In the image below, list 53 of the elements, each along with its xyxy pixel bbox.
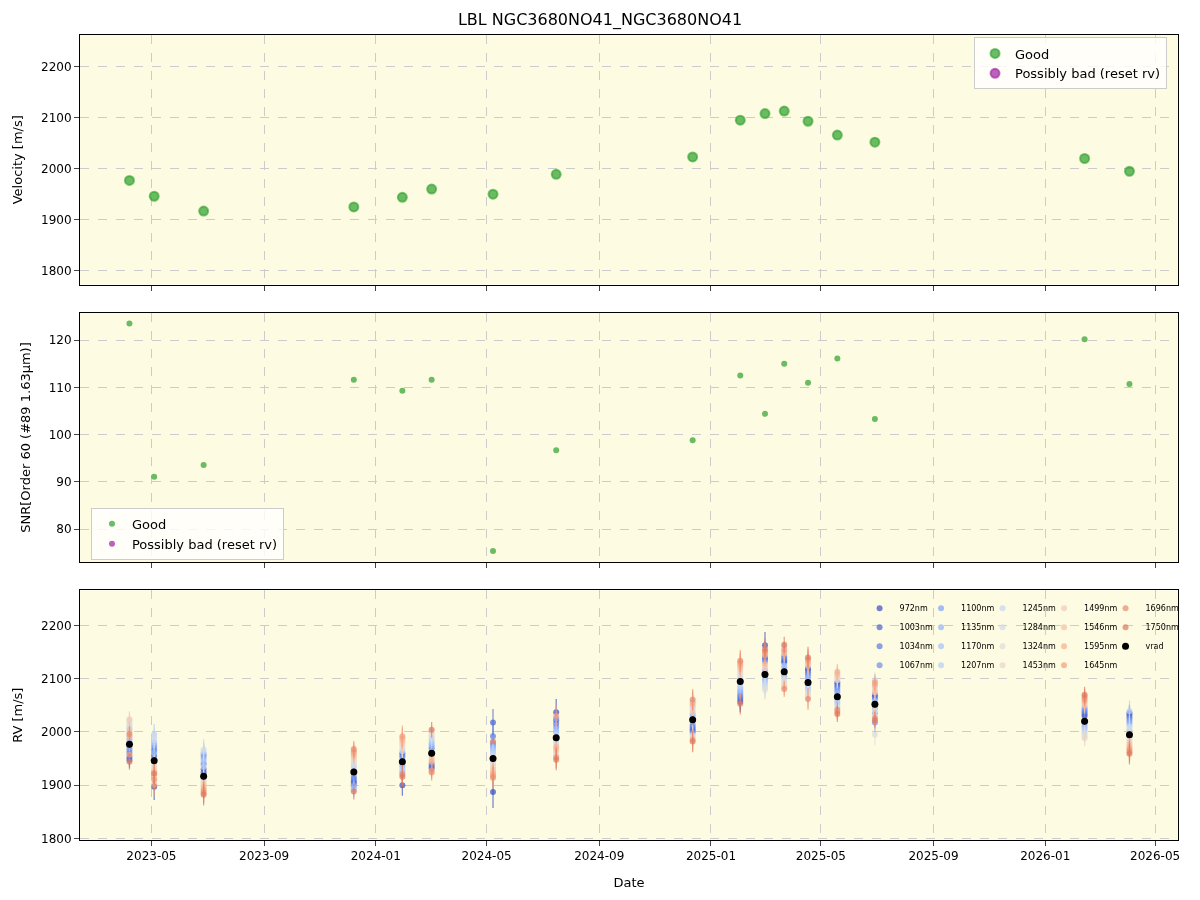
legend-label: 1245nm	[1022, 604, 1056, 614]
legend-label: Possibly bad (reset rv)	[1015, 66, 1161, 82]
x-tick-label: 2023-05	[126, 849, 177, 864]
y-tick-label: 1800	[41, 263, 72, 278]
y-tick-label: 2100	[41, 110, 72, 125]
y-tick-label: 2200	[41, 618, 72, 633]
y-tick-label: 90	[56, 475, 72, 490]
x-tick-label: 2025-09	[908, 849, 959, 864]
y-tick-label: 80	[56, 522, 72, 537]
y-tick-label: 100	[48, 427, 72, 442]
legend-label: 1750nm	[1145, 623, 1179, 633]
legend-label: 1034nm	[899, 642, 934, 652]
y-axis-title: SNR[Order 60 (#89 1.63μm)]	[17, 342, 33, 533]
x-tick-label: 2023-09	[239, 849, 290, 864]
y-tick-label: 2000	[41, 161, 72, 176]
legend-label: 1499nm	[1084, 604, 1118, 614]
x-tick-label: 2024-01	[350, 849, 401, 864]
y-tick-label: 110	[48, 380, 72, 395]
x-tick-label: 2026-05	[1130, 849, 1181, 864]
legend-label: 1284nm	[1022, 623, 1056, 633]
x-tick-label: 2024-09	[574, 849, 625, 864]
legend-label: Good	[1015, 46, 1050, 62]
y-tick-label: 2000	[41, 725, 72, 740]
legend-label: 1207nm	[961, 661, 995, 671]
y-tick-label: 2200	[41, 59, 72, 74]
x-tick-label: 2025-01	[685, 849, 737, 864]
y-tick-label: 1900	[41, 212, 72, 227]
x-tick-label: 2026-01	[1020, 849, 1071, 864]
x-axis-title: Date	[613, 875, 645, 890]
y-tick-label: 1800	[41, 831, 72, 846]
legend-label: 972nm	[899, 604, 928, 614]
y-axis-title: Velocity [m/s]	[10, 115, 25, 205]
y-tick-label: 120	[48, 333, 72, 348]
legend-label: Possibly bad (reset rv)	[131, 536, 278, 552]
y-tick-label: 1900	[41, 778, 72, 793]
legend-label: 1100nm	[961, 604, 995, 614]
legend-label: 1645nm	[1084, 661, 1118, 671]
legend-label: 1135nm	[961, 623, 995, 633]
chart-title: LBL NGC3680NO41_NGC3680NO41	[457, 9, 743, 30]
legend-label: 1067nm	[899, 661, 934, 671]
x-tick-label: 2024-05	[461, 849, 512, 864]
legend-label: 1324nm	[1022, 642, 1056, 652]
legend-label: vrad	[1145, 642, 1164, 652]
legend-label: Good	[131, 516, 167, 532]
legend-label: 1453nm	[1022, 661, 1056, 671]
y-tick-label: 2100	[41, 671, 72, 686]
x-tick-label: 2025-05	[795, 849, 846, 864]
legend-label: 1170nm	[961, 642, 995, 652]
legend-label: 1595nm	[1084, 642, 1118, 652]
legend-label: 1696nm	[1145, 604, 1179, 614]
y-axis-title: RV [m/s]	[10, 687, 25, 743]
legend-label: 1003nm	[899, 623, 934, 633]
legend-label: 1546nm	[1084, 623, 1118, 633]
